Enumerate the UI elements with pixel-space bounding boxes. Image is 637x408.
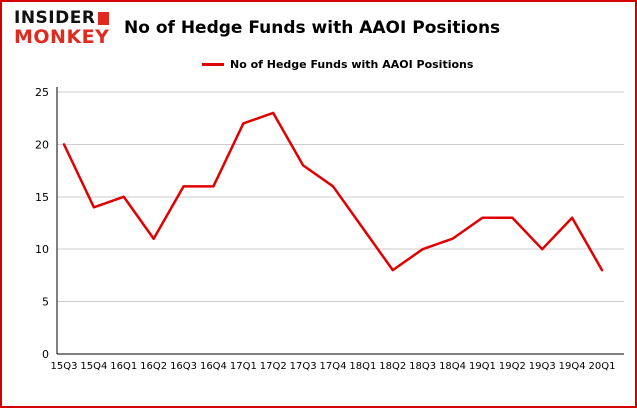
x-tick-label: 16Q4 bbox=[200, 361, 227, 372]
x-tick-label: 18Q2 bbox=[379, 361, 406, 372]
monkey-icon bbox=[98, 12, 110, 26]
x-tick-label: 17Q3 bbox=[290, 361, 317, 372]
x-tick-label: 18Q4 bbox=[439, 361, 466, 372]
x-tick-label: 16Q2 bbox=[140, 361, 167, 372]
y-tick-label: 0 bbox=[42, 348, 49, 361]
y-tick-label: 25 bbox=[35, 86, 49, 99]
x-tick-label: 19Q3 bbox=[529, 361, 556, 372]
legend-label: No of Hedge Funds with AAOI Positions bbox=[230, 58, 474, 71]
y-tick-label: 5 bbox=[42, 296, 49, 309]
x-tick-label: 19Q1 bbox=[469, 361, 496, 372]
x-tick-label: 20Q1 bbox=[589, 361, 616, 372]
legend: No of Hedge Funds with AAOI Positions bbox=[202, 58, 473, 71]
page-title: No of Hedge Funds with AAOI Positions bbox=[124, 18, 501, 38]
insider-monkey-logo: INSIDER MONKEY bbox=[14, 8, 110, 48]
x-tick-label: 18Q1 bbox=[349, 361, 376, 372]
legend-line-swatch bbox=[202, 63, 224, 66]
x-tick-label: 16Q1 bbox=[110, 361, 137, 372]
x-tick-label: 19Q2 bbox=[499, 361, 526, 372]
y-tick-label: 15 bbox=[35, 191, 49, 204]
x-tick-label: 15Q4 bbox=[80, 361, 107, 372]
x-tick-label: 19Q4 bbox=[559, 361, 586, 372]
x-tick-label: 15Q3 bbox=[51, 361, 78, 372]
x-tick-label: 17Q4 bbox=[320, 361, 347, 372]
x-tick-label: 17Q1 bbox=[230, 361, 257, 372]
x-tick-label: 18Q3 bbox=[409, 361, 436, 372]
x-tick-label: 16Q3 bbox=[170, 361, 197, 372]
logo-insider-text: INSIDER bbox=[14, 8, 110, 28]
logo-monkey-label: MONKEY bbox=[14, 25, 110, 48]
logo-insider-label: INSIDER bbox=[14, 8, 96, 28]
y-tick-label: 10 bbox=[35, 243, 49, 256]
x-tick-label: 17Q2 bbox=[260, 361, 287, 372]
y-tick-label: 20 bbox=[35, 138, 49, 151]
series-line bbox=[62, 111, 604, 272]
